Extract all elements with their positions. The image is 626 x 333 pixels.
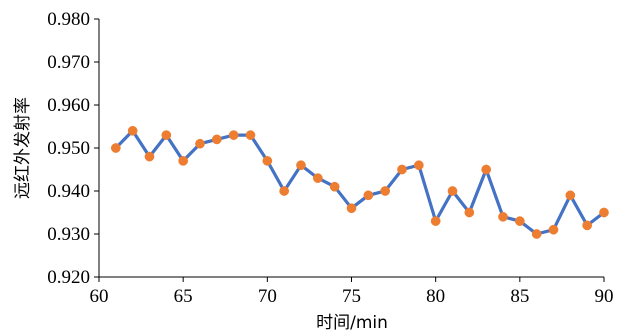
data-point — [430, 216, 441, 226]
data-point — [195, 138, 205, 149]
data-point — [161, 130, 172, 140]
x-tick-label: 85 — [510, 286, 529, 307]
x-tick-label: 65 — [174, 286, 193, 307]
data-point — [599, 207, 609, 218]
data-point — [110, 143, 121, 153]
y-axis-title: 远红外发射率 — [13, 97, 33, 199]
data-point — [127, 125, 138, 136]
x-axis-title: 时间/min — [316, 313, 388, 333]
x-tick-label: 75 — [342, 286, 361, 307]
x-tick-label: 90 — [595, 286, 614, 307]
data-point — [498, 211, 508, 222]
y-tick-label: 0.950 — [47, 138, 90, 159]
data-point — [413, 160, 424, 171]
x-tick-label: 70 — [258, 286, 277, 307]
data-point — [329, 181, 340, 192]
data-point — [228, 130, 239, 140]
y-tick-label: 0.970 — [47, 52, 90, 73]
data-point — [279, 186, 290, 196]
y-tick-label: 0.980 — [47, 9, 90, 30]
data-point — [178, 156, 189, 166]
data-point — [464, 207, 475, 218]
data-point — [514, 216, 525, 226]
data-point — [531, 229, 542, 239]
data-point — [548, 224, 559, 235]
data-point — [397, 164, 407, 175]
y-tick-label: 0.960 — [47, 95, 90, 116]
data-point — [144, 151, 155, 162]
data-point — [582, 220, 593, 231]
y-tick-label: 0.940 — [47, 181, 90, 202]
data-point — [296, 160, 306, 171]
data-point — [312, 173, 323, 183]
y-tick-label: 0.930 — [47, 224, 90, 245]
y-tick-label: 0.920 — [47, 267, 90, 288]
data-point — [481, 164, 492, 175]
series-line — [114, 129, 606, 236]
data-point — [447, 186, 458, 196]
data-point — [363, 190, 374, 201]
x-tick-label: 80 — [426, 286, 445, 307]
series-layer — [110, 125, 609, 239]
data-point — [262, 156, 273, 166]
axes: 0.920 0.930 0.940 0.950 0.960 0.970 0.980 60 65 7… — [47, 9, 613, 307]
data-point — [211, 134, 222, 145]
data-point — [245, 130, 256, 140]
data-point — [565, 190, 576, 201]
data-point — [346, 203, 357, 214]
x-tick-label: 60 — [90, 286, 109, 307]
data-point — [380, 186, 391, 196]
